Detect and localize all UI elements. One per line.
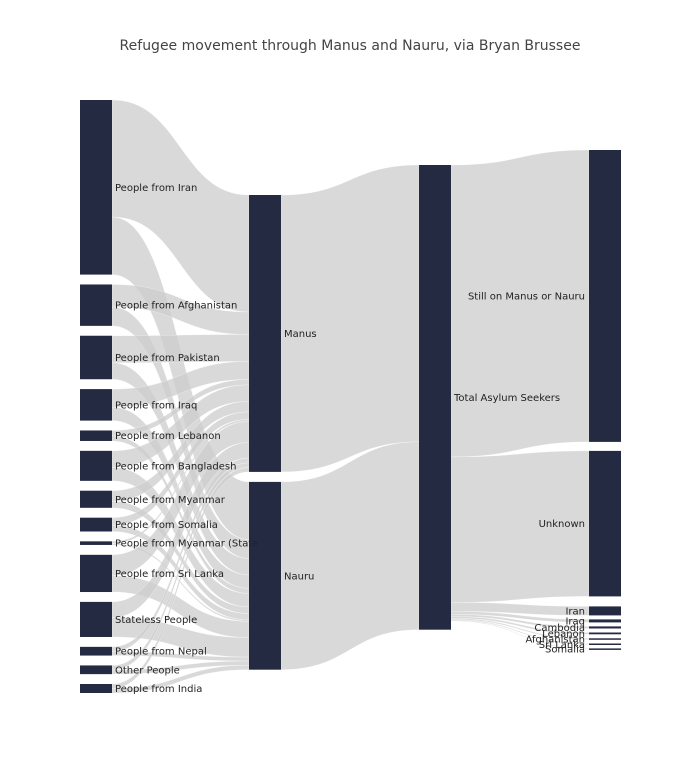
label-people-from-myanmar-state: People from Myanmar (State (115, 539, 258, 550)
label-people-from-lebanon: People from Lebanon (115, 431, 221, 442)
node-cambodia[interactable] (589, 626, 621, 629)
node-stateless-people[interactable] (80, 601, 112, 637)
node-other-people[interactable] (80, 665, 112, 675)
node-sri-lanka[interactable] (589, 643, 621, 646)
node-people-from-myanmar[interactable] (80, 490, 112, 508)
node-still-on-manus-or-nauru[interactable] (589, 150, 621, 442)
label-manus: Manus (284, 329, 317, 340)
label-cambodia: Cambodia (534, 623, 585, 634)
node-lebanon[interactable] (589, 632, 621, 635)
label-iran: Iran (565, 606, 585, 617)
nodes-layer (80, 100, 621, 693)
link-manus-to-total-asylum-seekers[interactable] (280, 164, 420, 473)
node-unknown[interactable] (589, 450, 621, 597)
label-somalia: Somalia (545, 645, 585, 656)
label-unknown: Unknown (539, 519, 585, 530)
node-people-from-iran[interactable] (80, 100, 112, 275)
node-total-asylum-seekers[interactable] (419, 165, 451, 630)
node-people-from-india[interactable] (80, 684, 112, 693)
node-afghanistan[interactable] (589, 638, 621, 640)
labels-layer: People from Iran People from Afghanistan P… (115, 183, 585, 695)
node-people-from-lebanon[interactable] (80, 430, 112, 441)
node-nauru[interactable] (249, 481, 281, 670)
node-somalia[interactable] (589, 648, 621, 650)
node-people-from-iraq[interactable] (80, 389, 112, 421)
node-people-from-afghanistan[interactable] (80, 284, 112, 326)
label-people-from-india: People from India (115, 684, 202, 695)
label-sri-lanka: Sri Lanka (539, 640, 585, 651)
label-people-from-nepal: People from Nepal (115, 647, 207, 658)
node-people-from-nepal[interactable] (80, 646, 112, 656)
links-layer (111, 99, 590, 694)
label-people-from-bangladesh: People from Bangladesh (115, 461, 236, 472)
node-people-from-somalia[interactable] (80, 517, 112, 532)
label-nauru: Nauru (284, 571, 314, 582)
node-people-from-myanmar-state[interactable] (80, 541, 112, 545)
node-people-from-pakistan[interactable] (80, 335, 112, 380)
label-people-from-iraq: People from Iraq (115, 400, 197, 411)
label-iraq: Iraq (565, 616, 585, 627)
node-manus[interactable] (249, 195, 281, 472)
label-afghanistan: Afghanistan (525, 635, 585, 646)
label-still-on-manus-or-nauru: Still on Manus or Nauru (468, 291, 585, 302)
node-people-from-bangladesh[interactable] (80, 450, 112, 481)
label-people-from-myanmar: People from Myanmar (115, 495, 226, 506)
node-iraq[interactable] (589, 619, 621, 623)
label-people-from-somalia: People from Somalia (115, 520, 218, 531)
label-other-people: Other People (115, 665, 180, 676)
label-total-asylum-seekers: Total Asylum Seekers (453, 393, 560, 404)
label-people-from-iran: People from Iran (115, 183, 197, 194)
label-people-from-pakistan: People from Pakistan (115, 353, 220, 364)
node-people-from-sri-lanka[interactable] (80, 554, 112, 593)
label-people-from-sri-lanka: People from Sri Lanka (115, 569, 224, 580)
label-people-from-afghanistan: People from Afghanistan (115, 301, 237, 312)
node-iran[interactable] (589, 606, 621, 616)
label-lebanon: Lebanon (542, 629, 585, 640)
link-total-asylum-seekers-to-still-on-manus-or-nauru[interactable] (450, 149, 590, 458)
chart-title: Refugee movement through Manus and Nauru… (120, 38, 581, 54)
label-stateless-people: Stateless People (115, 615, 197, 626)
